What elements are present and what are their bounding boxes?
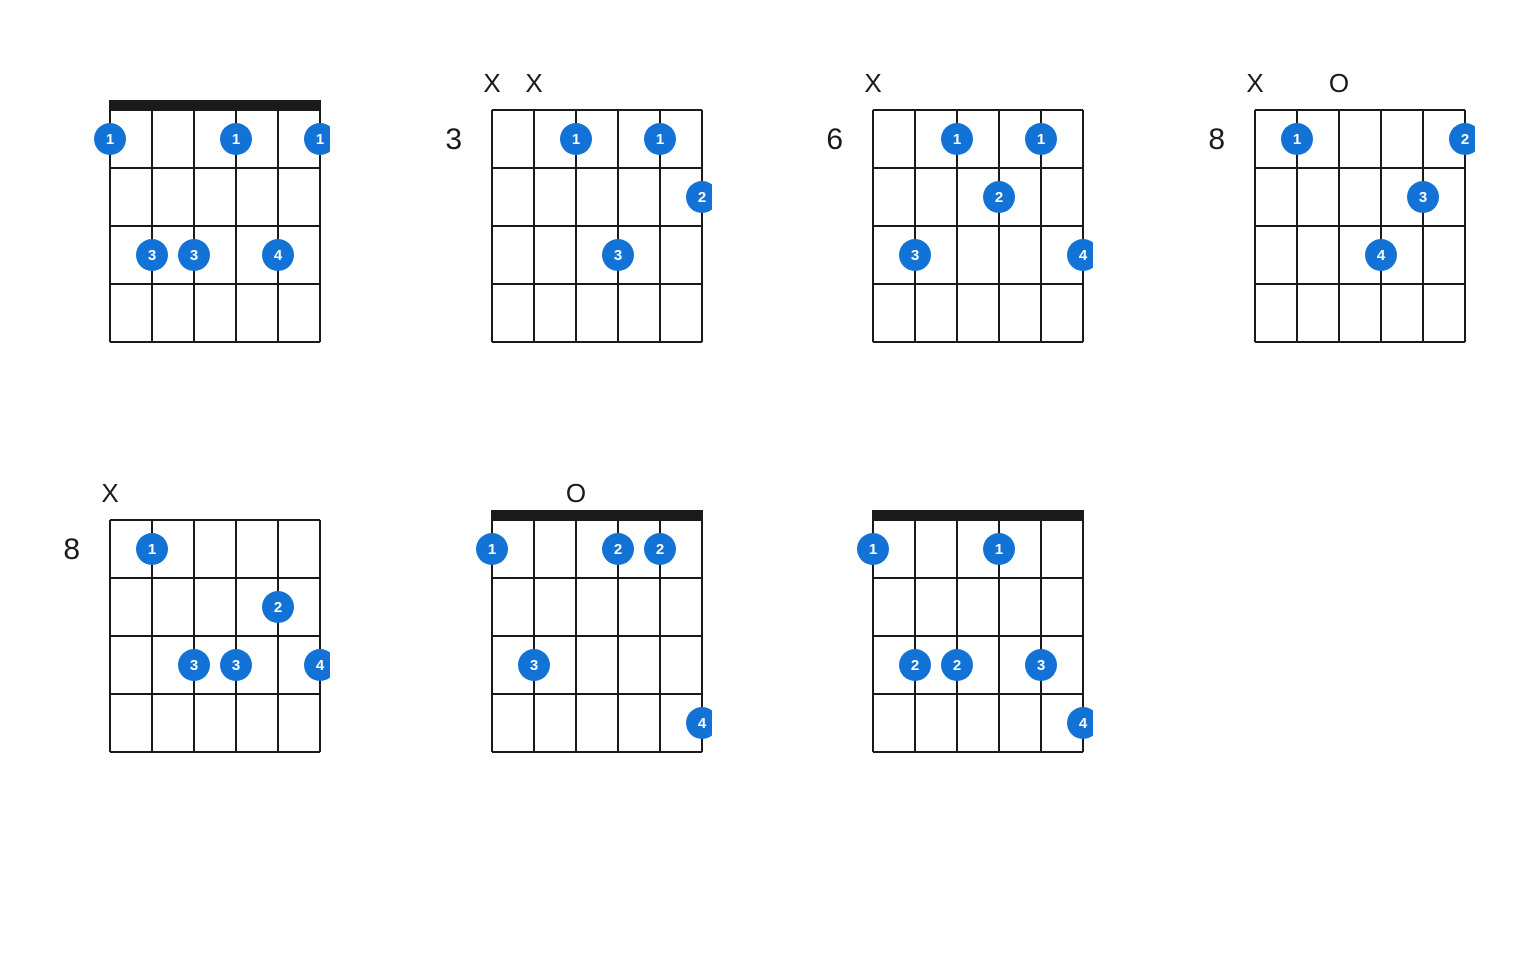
chord-cell: 1 1 2 2 3 4	[813, 470, 1093, 810]
finger-number: 2	[655, 541, 663, 558]
chord-diagram: X8 1 2 3 3 4	[50, 470, 330, 810]
chord-diagram: O 1 2 2 3 4	[432, 470, 712, 810]
finger-number: 4	[1079, 247, 1088, 264]
fret-label: 6	[826, 123, 843, 156]
chord-diagram: XX31123	[432, 60, 712, 400]
finger-number: 1	[1037, 131, 1045, 148]
chord-diagram: X O 8 1 2 3 4	[1195, 60, 1475, 400]
nut	[872, 510, 1084, 520]
mute-marker: X	[525, 68, 542, 98]
finger-number: 3	[1418, 189, 1426, 206]
finger-number: 4	[316, 657, 325, 674]
fret-label: 3	[445, 123, 462, 156]
finger-number: 1	[571, 131, 579, 148]
chord-cell: X8 1 2 3 3 4	[50, 470, 330, 810]
finger-number: 4	[697, 715, 706, 732]
finger-number: 3	[1037, 657, 1045, 674]
chord-cell: X O 8 1 2 3 4	[1195, 60, 1475, 400]
finger-number: 2	[953, 657, 961, 674]
mute-marker: X	[864, 68, 881, 98]
finger-number: 2	[1460, 131, 1468, 148]
fret-label: 8	[63, 533, 80, 566]
finger-number: 3	[613, 247, 621, 264]
finger-number: 1	[953, 131, 961, 148]
finger-number: 3	[529, 657, 537, 674]
finger-number: 1	[316, 131, 324, 148]
finger-number: 4	[1376, 247, 1385, 264]
open-marker: O	[1328, 68, 1348, 98]
finger-number: 1	[106, 131, 114, 148]
chord-diagram: X6 1 1 2 3 4	[813, 60, 1093, 400]
mute-marker: X	[101, 478, 118, 508]
finger-number: 2	[613, 541, 621, 558]
finger-number: 1	[995, 541, 1003, 558]
mute-marker: X	[483, 68, 500, 98]
chord-cell: 1 1 1 3 3 4	[50, 60, 330, 400]
finger-number: 3	[190, 657, 198, 674]
finger-number: 2	[911, 657, 919, 674]
finger-number: 4	[274, 247, 283, 264]
mute-marker: X	[1246, 68, 1263, 98]
finger-number: 1	[869, 541, 877, 558]
finger-number: 1	[655, 131, 663, 148]
finger-number: 1	[1292, 131, 1300, 148]
fret-label: 8	[1208, 123, 1225, 156]
finger-number: 3	[911, 247, 919, 264]
chord-diagram: 1 1 1 3 3 4	[50, 60, 330, 400]
finger-number: 3	[190, 247, 198, 264]
chord-cell: X6 1 1 2 3 4	[813, 60, 1093, 400]
finger-number: 3	[232, 657, 240, 674]
chord-cell: O 1 2 2 3 4	[432, 470, 712, 810]
finger-number: 1	[487, 541, 495, 558]
chord-diagram: 1 1 2 2 3 4	[813, 470, 1093, 810]
finger-number: 2	[274, 599, 282, 616]
finger-number: 2	[995, 189, 1003, 206]
finger-number: 1	[232, 131, 240, 148]
open-marker: O	[565, 478, 585, 508]
finger-number: 1	[148, 541, 156, 558]
nut	[109, 100, 321, 110]
finger-number: 3	[148, 247, 156, 264]
nut	[491, 510, 703, 520]
chord-cell: XX31123	[432, 60, 712, 400]
finger-number: 4	[1079, 715, 1088, 732]
finger-number: 2	[697, 189, 705, 206]
